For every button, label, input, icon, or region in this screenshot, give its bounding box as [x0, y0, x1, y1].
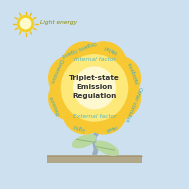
- Text: Light energy: Light energy: [40, 20, 77, 25]
- Text: Light: Light: [72, 123, 85, 132]
- Text: Organic ligand: Organic ligand: [61, 39, 97, 58]
- FancyBboxPatch shape: [47, 155, 142, 163]
- Circle shape: [82, 42, 126, 87]
- Text: Triplet-state
Emission
Regulation: Triplet-state Emission Regulation: [69, 75, 120, 99]
- Circle shape: [61, 55, 128, 121]
- Text: External factor: External factor: [73, 114, 116, 119]
- Circle shape: [20, 19, 31, 29]
- Circle shape: [96, 75, 140, 120]
- Ellipse shape: [96, 141, 118, 155]
- Circle shape: [49, 76, 93, 120]
- Circle shape: [63, 42, 107, 87]
- Text: Halogens: Halogens: [127, 60, 141, 84]
- Text: Heat: Heat: [104, 123, 117, 132]
- Circle shape: [18, 16, 33, 32]
- Circle shape: [96, 56, 140, 101]
- Text: Metal: Metal: [103, 43, 118, 53]
- Circle shape: [63, 89, 107, 134]
- Text: Other stimulus: Other stimulus: [125, 86, 143, 122]
- Ellipse shape: [72, 135, 96, 148]
- Circle shape: [74, 67, 115, 109]
- Text: Dimension: Dimension: [48, 58, 63, 84]
- Text: Pressure: Pressure: [49, 94, 62, 115]
- Circle shape: [49, 56, 93, 100]
- Circle shape: [82, 89, 126, 134]
- Text: Internal factor: Internal factor: [74, 57, 115, 62]
